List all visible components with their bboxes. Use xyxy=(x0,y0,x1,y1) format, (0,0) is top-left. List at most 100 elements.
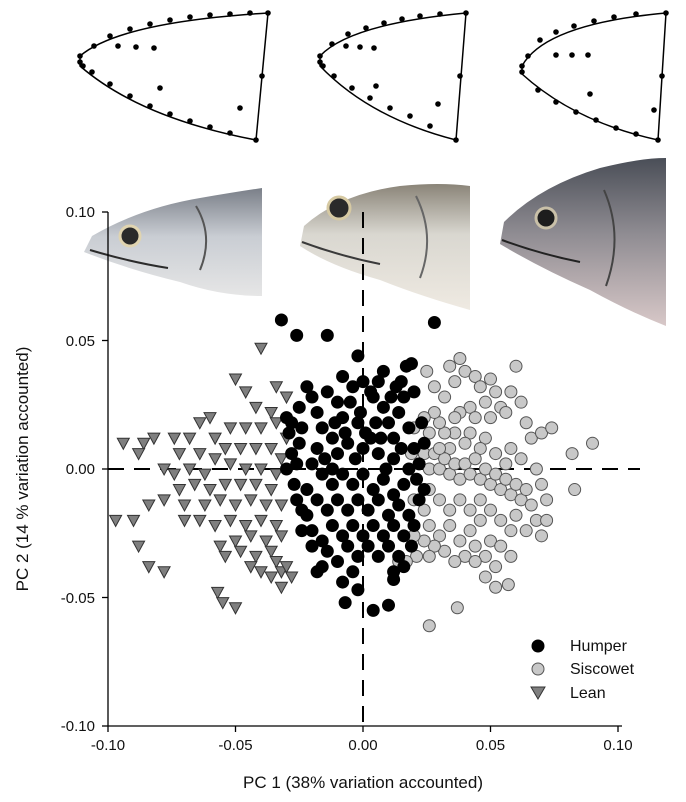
data-point-humper xyxy=(417,483,431,497)
data-point-lean xyxy=(136,437,151,451)
data-point-humper xyxy=(387,488,401,502)
data-point-lean xyxy=(203,412,217,425)
data-point-lean xyxy=(274,499,289,513)
data-point-siscowet xyxy=(499,405,513,419)
data-point-siscowet xyxy=(468,452,482,466)
data-point-humper xyxy=(407,385,421,399)
landmark-point xyxy=(537,37,543,43)
data-point-lean xyxy=(269,520,284,533)
data-point-lean xyxy=(249,442,263,456)
data-point-humper xyxy=(351,493,365,507)
data-point-siscowet xyxy=(453,493,467,507)
data-point-humper xyxy=(392,498,406,512)
landmark-point xyxy=(381,20,387,26)
landmark-point xyxy=(659,73,665,79)
data-point-humper xyxy=(415,416,429,430)
data-point-humper xyxy=(397,560,411,574)
landmark-point xyxy=(147,103,153,109)
data-point-lean xyxy=(238,386,253,399)
data-point-humper xyxy=(336,575,350,589)
data-point-siscowet xyxy=(433,462,446,476)
landmark-point xyxy=(593,117,599,123)
landmark-points xyxy=(77,10,669,143)
landmark-point xyxy=(407,113,413,119)
data-point-siscowet xyxy=(438,426,452,440)
x-tick-label: -0.05 xyxy=(218,737,252,754)
data-point-lean xyxy=(243,561,258,574)
data-point-humper xyxy=(382,598,395,612)
data-point-humper xyxy=(343,395,357,409)
data-point-lean xyxy=(141,499,156,513)
data-point-siscowet xyxy=(468,539,482,553)
data-point-siscowet xyxy=(458,457,472,471)
data-point-siscowet xyxy=(504,549,518,563)
data-point-siscowet xyxy=(450,601,464,615)
landmark-point xyxy=(265,10,271,16)
data-point-siscowet xyxy=(478,549,492,563)
data-point-siscowet xyxy=(473,441,487,455)
data-point-siscowet xyxy=(448,411,462,425)
data-point-siscowet xyxy=(509,508,523,522)
data-point-humper xyxy=(371,493,385,507)
data-point-humper xyxy=(287,477,301,491)
data-point-humper xyxy=(320,544,334,558)
data-point-humper xyxy=(353,405,367,419)
landmark-point xyxy=(613,125,619,131)
data-point-siscowet xyxy=(422,426,436,440)
landmark-point xyxy=(399,16,405,22)
data-point-humper xyxy=(384,390,398,404)
landmark-point xyxy=(151,45,157,51)
landmark-point xyxy=(611,14,617,20)
data-point-lean xyxy=(182,463,197,477)
data-point-siscowet xyxy=(504,488,518,502)
data-point-humper xyxy=(310,405,324,419)
data-point-siscowet xyxy=(478,395,492,409)
landmark-point xyxy=(371,45,377,51)
data-point-humper xyxy=(374,431,388,445)
data-point-siscowet xyxy=(417,503,431,517)
data-point-lean xyxy=(264,484,279,497)
landmark-point xyxy=(571,23,577,29)
data-point-lean xyxy=(218,442,233,456)
data-point-siscowet xyxy=(504,385,518,399)
y-tick-label: -0.10 xyxy=(61,718,95,735)
data-point-lean xyxy=(254,514,268,528)
data-point-lean xyxy=(228,602,243,615)
landmark-point xyxy=(591,18,597,24)
data-point-lean xyxy=(254,566,268,579)
landmark-point xyxy=(317,59,323,65)
data-point-siscowet xyxy=(478,431,492,445)
data-point-lean xyxy=(177,514,192,528)
data-point-siscowet xyxy=(433,416,446,430)
data-point-siscowet xyxy=(453,472,467,486)
data-point-siscowet xyxy=(568,483,582,497)
data-point-humper xyxy=(325,477,339,491)
data-point-lean xyxy=(215,597,230,610)
data-point-humper xyxy=(325,462,339,476)
landmark-point xyxy=(329,41,335,47)
data-point-siscowet xyxy=(489,447,503,461)
landmark-point xyxy=(77,59,83,65)
data-point-lean xyxy=(249,550,263,564)
data-point-humper xyxy=(320,385,334,399)
data-point-siscowet xyxy=(443,359,457,373)
data-point-siscowet xyxy=(438,390,452,404)
data-point-siscowet xyxy=(453,351,467,365)
data-point-lean xyxy=(198,468,212,482)
data-point-siscowet xyxy=(458,364,472,378)
data-point-siscowet xyxy=(540,493,554,507)
legend-marker-siscowet xyxy=(531,662,545,676)
data-point-humper xyxy=(387,519,401,533)
data-point-lean xyxy=(192,448,207,461)
data-point-lean xyxy=(274,581,289,595)
data-point-siscowet xyxy=(443,467,457,481)
data-point-humper xyxy=(376,472,390,486)
data-point-humper xyxy=(356,441,370,455)
data-point-humper xyxy=(351,549,365,563)
landmark-point xyxy=(387,105,393,111)
data-point-lean xyxy=(238,463,253,477)
data-point-lean xyxy=(147,432,161,446)
data-point-lean xyxy=(249,401,263,415)
data-point-lean xyxy=(228,535,243,549)
